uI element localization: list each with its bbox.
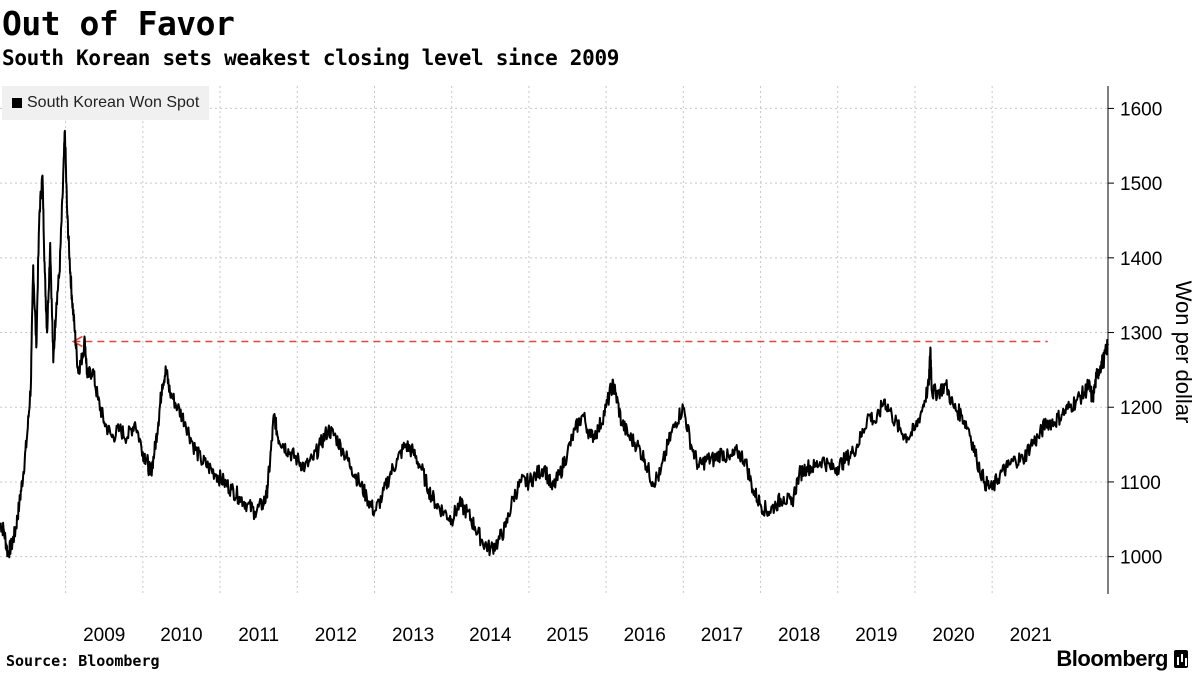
y-tick-label: 1300 [1120, 324, 1162, 345]
chart-subtitle: South Korean sets weakest closing level … [2, 46, 620, 70]
bloomberg-chart-icon [1174, 650, 1188, 668]
legend: South Korean Won Spot [2, 86, 210, 120]
chart-title: Out of Favor [2, 4, 235, 43]
legend-label: South Korean Won Spot [27, 94, 200, 111]
x-tick-label: 2012 [315, 625, 357, 646]
x-tick-label: 2017 [701, 625, 743, 646]
y-axis-title: Won per dollar [1171, 281, 1196, 424]
y-tick-label: 1600 [1120, 99, 1162, 120]
legend-swatch [12, 98, 22, 108]
y-tick-label: 1400 [1120, 249, 1162, 270]
brand-logo: Bloomberg [1056, 646, 1188, 672]
x-tick-label: 2009 [83, 625, 125, 646]
source-note: Source: Bloomberg [6, 652, 160, 670]
y-tick-label: 1000 [1120, 548, 1162, 569]
x-tick-label: 2016 [624, 625, 666, 646]
x-tick-label: 2021 [1010, 625, 1052, 646]
x-tick-label: 2014 [469, 625, 512, 646]
brand-name: Bloomberg [1056, 646, 1168, 671]
x-tick-label: 2010 [160, 625, 202, 646]
x-tick-label: 2013 [392, 625, 434, 646]
x-tick-label: 2015 [546, 625, 588, 646]
y-tick-label: 1200 [1120, 398, 1162, 419]
x-tick-label: 2019 [855, 625, 897, 646]
y-tick-label: 1100 [1120, 473, 1161, 494]
reference-arrow [71, 335, 83, 348]
series-line-south-korean-won-spot [0, 129, 1109, 559]
x-tick-label: 2018 [778, 625, 820, 646]
y-tick-label: 1500 [1120, 174, 1162, 195]
x-tick-label: 2020 [932, 625, 974, 646]
x-tick-label: 2011 [238, 625, 279, 646]
